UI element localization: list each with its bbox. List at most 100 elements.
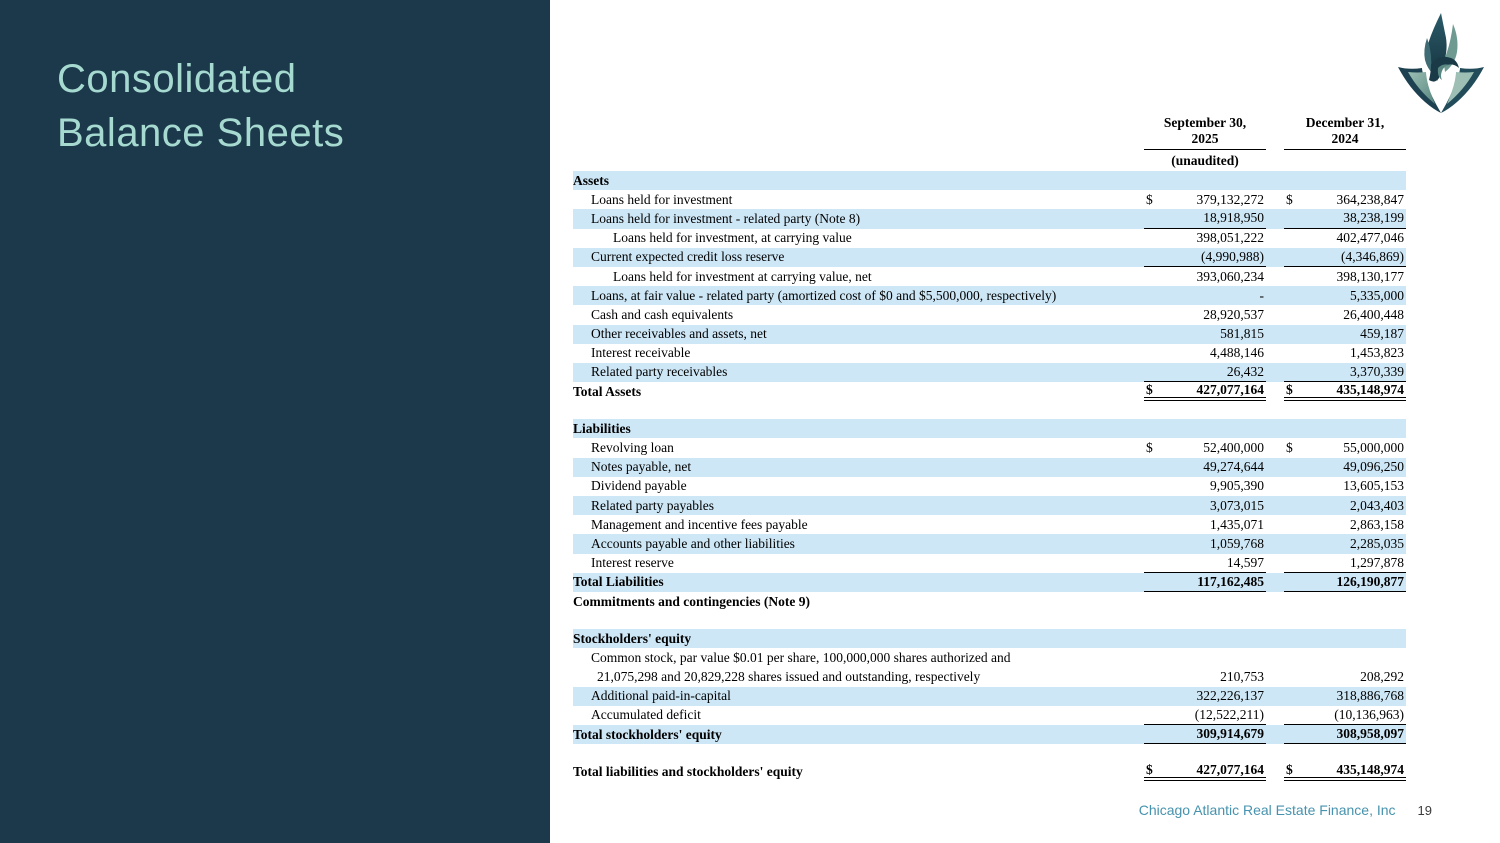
- amount-cell: [1144, 171, 1266, 190]
- dollar-sign: $: [1146, 191, 1153, 207]
- amount-value: 308,958,097: [1336, 726, 1405, 742]
- amount-cell: 322,226,137: [1144, 687, 1266, 706]
- row-label: Accounts payable and other liabilities: [591, 535, 795, 551]
- amount-cell: (4,990,988): [1144, 248, 1266, 267]
- slide-footer: Chicago Atlantic Real Estate Finance, In…: [1000, 802, 1432, 818]
- table-row: Interest receivable 4,488,146 1,453,823: [573, 344, 1406, 363]
- row-label: Related party receivables: [591, 364, 728, 380]
- footer-company-name: Chicago Atlantic Real Estate Finance, In…: [1138, 802, 1396, 818]
- col1-header-line1: September 30,: [1163, 115, 1247, 130]
- phoenix-logo-icon: [1398, 13, 1484, 113]
- amount-value: 435,148,974: [1336, 761, 1405, 777]
- table-row: Commitments and contingencies (Note 9): [573, 592, 1406, 611]
- amount-cell: 28,920,537: [1144, 305, 1266, 324]
- unaudited-note-row: (unaudited): [573, 151, 1406, 171]
- amount-cell: 49,274,644: [1144, 458, 1266, 477]
- amount-cell: $379,132,272: [1144, 190, 1266, 209]
- table-row: Stockholders' equity: [573, 629, 1406, 649]
- amount-value: 52,400,000: [1203, 440, 1264, 456]
- table-row: Total stockholders' equity 309,914,679 308…: [573, 725, 1406, 745]
- amount-cell: [1144, 419, 1266, 438]
- amount-value: (4,346,869): [1341, 248, 1404, 264]
- amount-cell: 308,958,097: [1284, 725, 1406, 745]
- amount-cell: 210,753: [1144, 668, 1266, 687]
- amount-value: 26,400,448: [1343, 306, 1404, 322]
- amount-value: 1,297,878: [1350, 554, 1404, 570]
- amount-value: 14,597: [1226, 554, 1264, 570]
- unaudited-note: (unaudited): [1171, 153, 1239, 168]
- amount-cell: 402,477,046: [1284, 229, 1406, 248]
- table-row: Interest reserve 14,597 1,297,878: [573, 554, 1406, 573]
- amount-cell: 309,914,679: [1144, 725, 1266, 745]
- amount-value: 398,130,177: [1336, 268, 1405, 284]
- dollar-sign: $: [1146, 381, 1153, 397]
- dollar-sign: $: [1146, 761, 1153, 777]
- table-spacer: [573, 611, 1406, 629]
- row-label: 21,075,298 and 20,829,228 shares issued …: [597, 669, 981, 685]
- row-label: Interest reserve: [591, 555, 674, 571]
- amount-cell: -: [1144, 286, 1266, 305]
- row-label: Loans held for investment: [591, 191, 733, 207]
- amount-value: 2,043,403: [1350, 497, 1404, 513]
- amount-value: (12,522,211): [1194, 706, 1264, 722]
- amount-cell: 1,435,071: [1144, 515, 1266, 534]
- amount-cell: 126,190,877: [1284, 573, 1406, 592]
- table-row: Notes payable, net 49,274,644 49,096,250: [573, 457, 1406, 477]
- row-label: Revolving loan: [591, 440, 674, 456]
- amount-value: 3,370,339: [1350, 363, 1404, 379]
- amount-cell: (4,346,869): [1284, 248, 1406, 267]
- amount-cell: 117,162,485: [1144, 573, 1266, 592]
- amount-value: 26,432: [1226, 363, 1264, 379]
- amount-cell: $427,077,164: [1144, 381, 1266, 402]
- table-row: Total Liabilities 117,162,485 126,190,877: [573, 572, 1406, 592]
- table-row: Dividend payable 9,905,390 13,605,153: [573, 477, 1406, 496]
- amount-value: 55,000,000: [1343, 440, 1404, 456]
- amount-cell: (12,522,211): [1144, 706, 1266, 726]
- amount-value: 435,148,974: [1336, 381, 1405, 397]
- amount-cell: 5,335,000: [1284, 286, 1406, 305]
- amount-value: 210,753: [1220, 669, 1264, 685]
- amount-cell: 1,453,823: [1284, 344, 1406, 363]
- table-column-headers: September 30, 2025 December 31, 2024: [573, 115, 1406, 150]
- amount-cell: $435,148,974: [1284, 381, 1406, 402]
- table-row: Total Assets $427,077,164 $435,148,974: [573, 381, 1406, 402]
- amount-value: 4,488,146: [1210, 345, 1264, 361]
- amount-cell: 1,059,768: [1144, 534, 1266, 553]
- row-label: Related party payables: [591, 497, 714, 513]
- amount-value: 13,605,153: [1343, 478, 1404, 494]
- table-row: Loans held for investment, at carrying v…: [573, 229, 1406, 248]
- amount-cell: 26,432: [1144, 363, 1266, 383]
- amount-cell: 398,051,222: [1144, 229, 1266, 248]
- amount-cell: $52,400,000: [1144, 438, 1266, 457]
- dollar-sign: $: [1286, 191, 1293, 207]
- page-number: 19: [1417, 803, 1432, 818]
- amount-cell: 459,187: [1284, 325, 1406, 344]
- amount-value: 49,274,644: [1203, 459, 1264, 475]
- amount-cell: $435,148,974: [1284, 761, 1406, 782]
- row-label: Total stockholders' equity: [573, 726, 722, 742]
- amount-cell: $55,000,000: [1284, 438, 1406, 457]
- balance-table-rows: Assets Loans held for investment $379,132,…: [573, 171, 1406, 782]
- column-header-2025: September 30, 2025: [1144, 115, 1266, 150]
- amount-cell: 14,597: [1144, 554, 1266, 573]
- amount-cell: [1144, 629, 1266, 648]
- column-header-2024: December 31, 2024: [1284, 115, 1406, 150]
- amount-value: 398,051,222: [1196, 230, 1265, 246]
- amount-cell: $427,077,164: [1144, 761, 1266, 782]
- table-row: Revolving loan $52,400,000 $55,000,000: [573, 438, 1406, 457]
- amount-cell: 3,370,339: [1284, 363, 1406, 383]
- header-spacer: [573, 115, 1144, 150]
- amount-cell: 26,400,448: [1284, 305, 1406, 324]
- amount-cell: 2,043,403: [1284, 496, 1406, 515]
- table-spacer: [573, 744, 1406, 762]
- row-label: Total liabilities and stockholders' equi…: [573, 763, 803, 779]
- amount-value: 9,905,390: [1210, 478, 1264, 494]
- row-label: Interest receivable: [591, 345, 691, 361]
- amount-value: 5,335,000: [1350, 287, 1404, 303]
- row-label: Total Liabilities: [573, 574, 664, 590]
- amount-cell: 208,292: [1284, 668, 1406, 687]
- page-title-line1: Consolidated: [57, 57, 297, 101]
- amount-value: 18,918,950: [1203, 210, 1264, 226]
- amount-value: 379,132,272: [1196, 191, 1265, 207]
- amount-cell: 49,096,250: [1284, 458, 1406, 477]
